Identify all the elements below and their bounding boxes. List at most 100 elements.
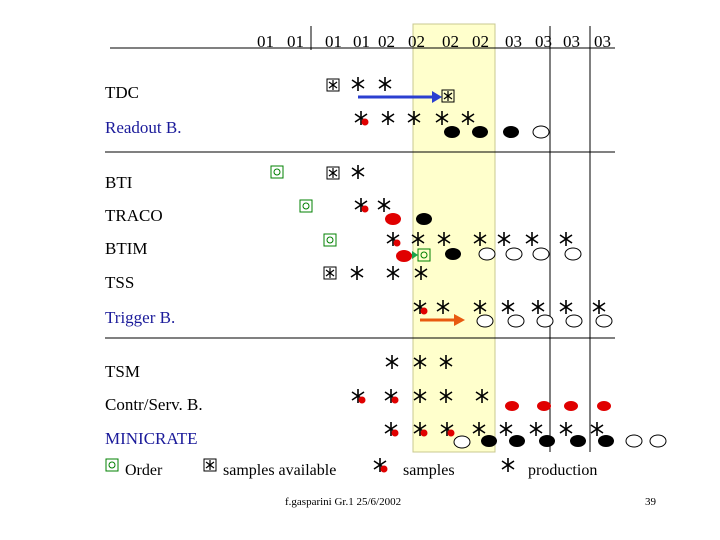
month-header-6: 02 <box>408 32 425 51</box>
minicrate-production-3 <box>539 435 555 447</box>
tsm-star-1 <box>385 354 399 370</box>
tdc-arrow-head <box>432 91 442 103</box>
tss-star-1 <box>350 265 364 281</box>
contr-redstar-1 <box>351 388 367 405</box>
row-label-tss: TSS <box>105 273 135 292</box>
row-label-traco: TRACO <box>105 206 163 225</box>
minicrate-production-1 <box>481 435 497 447</box>
minicrate-production-4 <box>570 435 586 447</box>
legend-order: Order <box>125 462 163 479</box>
legend-order-icon <box>105 458 119 472</box>
trigger-planned-2 <box>507 314 525 328</box>
minicrate-planned-1 <box>453 435 471 449</box>
footer-citation: f.gasparini Gr.1 25/6/2002 <box>285 496 402 508</box>
legend-samples-available-icon <box>203 458 217 472</box>
trigger-planned-4 <box>565 314 583 328</box>
readout-redstar <box>354 110 370 127</box>
month-header-8: 02 <box>472 32 489 51</box>
minicrate-planned-2 <box>625 434 643 448</box>
contr-star-3 <box>475 388 489 404</box>
traco-sample-fill <box>385 213 401 225</box>
month-header-12: 03 <box>594 32 611 51</box>
legend-samples-icon <box>373 457 389 474</box>
btim-star-1 <box>411 231 425 247</box>
contr-red-4 <box>597 401 611 411</box>
month-header-4: 01 <box>353 32 370 51</box>
btim-star-2 <box>437 231 451 247</box>
readout-production-3 <box>503 126 519 138</box>
trigger-star-3 <box>501 299 515 315</box>
btim-planned-1 <box>478 247 496 261</box>
tdc-sample-mark-2 <box>441 89 455 103</box>
btim-star-3 <box>473 231 487 247</box>
contr-star-2 <box>439 388 453 404</box>
month-header-1: 01 <box>257 32 274 51</box>
bti-star <box>351 164 365 180</box>
tss-sample-mark <box>323 266 337 280</box>
trigger-planned-5 <box>595 314 613 328</box>
row-label-bti: BTI <box>105 173 133 192</box>
month-header-10: 03 <box>535 32 552 51</box>
month-header-3: 01 <box>325 32 342 51</box>
row-label-contr: Contr/Serv. B. <box>105 395 203 414</box>
btim-star-4 <box>497 231 511 247</box>
trigger-redstar <box>413 299 429 316</box>
readout-star-4 <box>461 110 475 126</box>
readout-star-1 <box>381 110 395 126</box>
minicrate-redstar-1 <box>384 421 400 438</box>
row-label-trigger: Trigger B. <box>105 308 176 327</box>
btim-star-5 <box>525 231 539 247</box>
contr-redstar-2 <box>384 388 400 405</box>
legend-production: production <box>528 462 598 479</box>
readout-star-3 <box>435 110 449 126</box>
minicrate-star-2 <box>499 421 513 437</box>
readout-production-1 <box>444 126 460 138</box>
readout-star-2 <box>407 110 421 126</box>
btim-order-mark <box>323 233 337 247</box>
trigger-star-2 <box>473 299 487 315</box>
btim-planned-3 <box>532 247 550 261</box>
legend-samples: samples <box>403 462 455 479</box>
row-label-tsm: TSM <box>105 362 140 381</box>
bti-order-mark <box>270 165 284 179</box>
trigger-planned-3 <box>536 314 554 328</box>
contr-star-1 <box>413 388 427 404</box>
trigger-arrow-head <box>454 314 465 326</box>
minicrate-redstar-2 <box>413 421 429 438</box>
minicrate-star-4 <box>559 421 573 437</box>
month-header-2: 01 <box>287 32 304 51</box>
traco-star <box>377 197 391 213</box>
tsm-star-3 <box>439 354 453 370</box>
bti-sample-mark <box>326 166 340 180</box>
btim-star-6 <box>559 231 573 247</box>
traco-production-1 <box>416 213 432 225</box>
tss-star-2 <box>386 265 400 281</box>
contr-red-1 <box>505 401 519 411</box>
page-number: 39 <box>645 496 656 508</box>
readout-planned-1 <box>532 125 550 139</box>
minicrate-star-5 <box>590 421 604 437</box>
traco-redstar <box>354 197 370 214</box>
tss-star-3 <box>414 265 428 281</box>
btim-sample-mark <box>417 248 431 262</box>
tdc-star-1 <box>351 76 365 92</box>
row-label-tdc: TDC <box>105 83 139 102</box>
btim-redstar <box>386 231 402 248</box>
minicrate-planned-3 <box>649 434 667 448</box>
btim-planned-2 <box>505 247 523 261</box>
minicrate-star-3 <box>529 421 543 437</box>
tsm-star-2 <box>413 354 427 370</box>
trigger-star-6 <box>592 299 606 315</box>
row-label-readout: Readout B. <box>105 118 182 137</box>
contr-red-2 <box>537 401 551 411</box>
month-header-11: 03 <box>563 32 580 51</box>
trigger-star-5 <box>559 299 573 315</box>
btim-production <box>445 248 461 260</box>
minicrate-production-2 <box>509 435 525 447</box>
minicrate-star-1 <box>472 421 486 437</box>
row-label-btim: BTIM <box>105 239 148 258</box>
legend-production-icon <box>501 457 515 473</box>
trigger-planned-1 <box>476 314 494 328</box>
